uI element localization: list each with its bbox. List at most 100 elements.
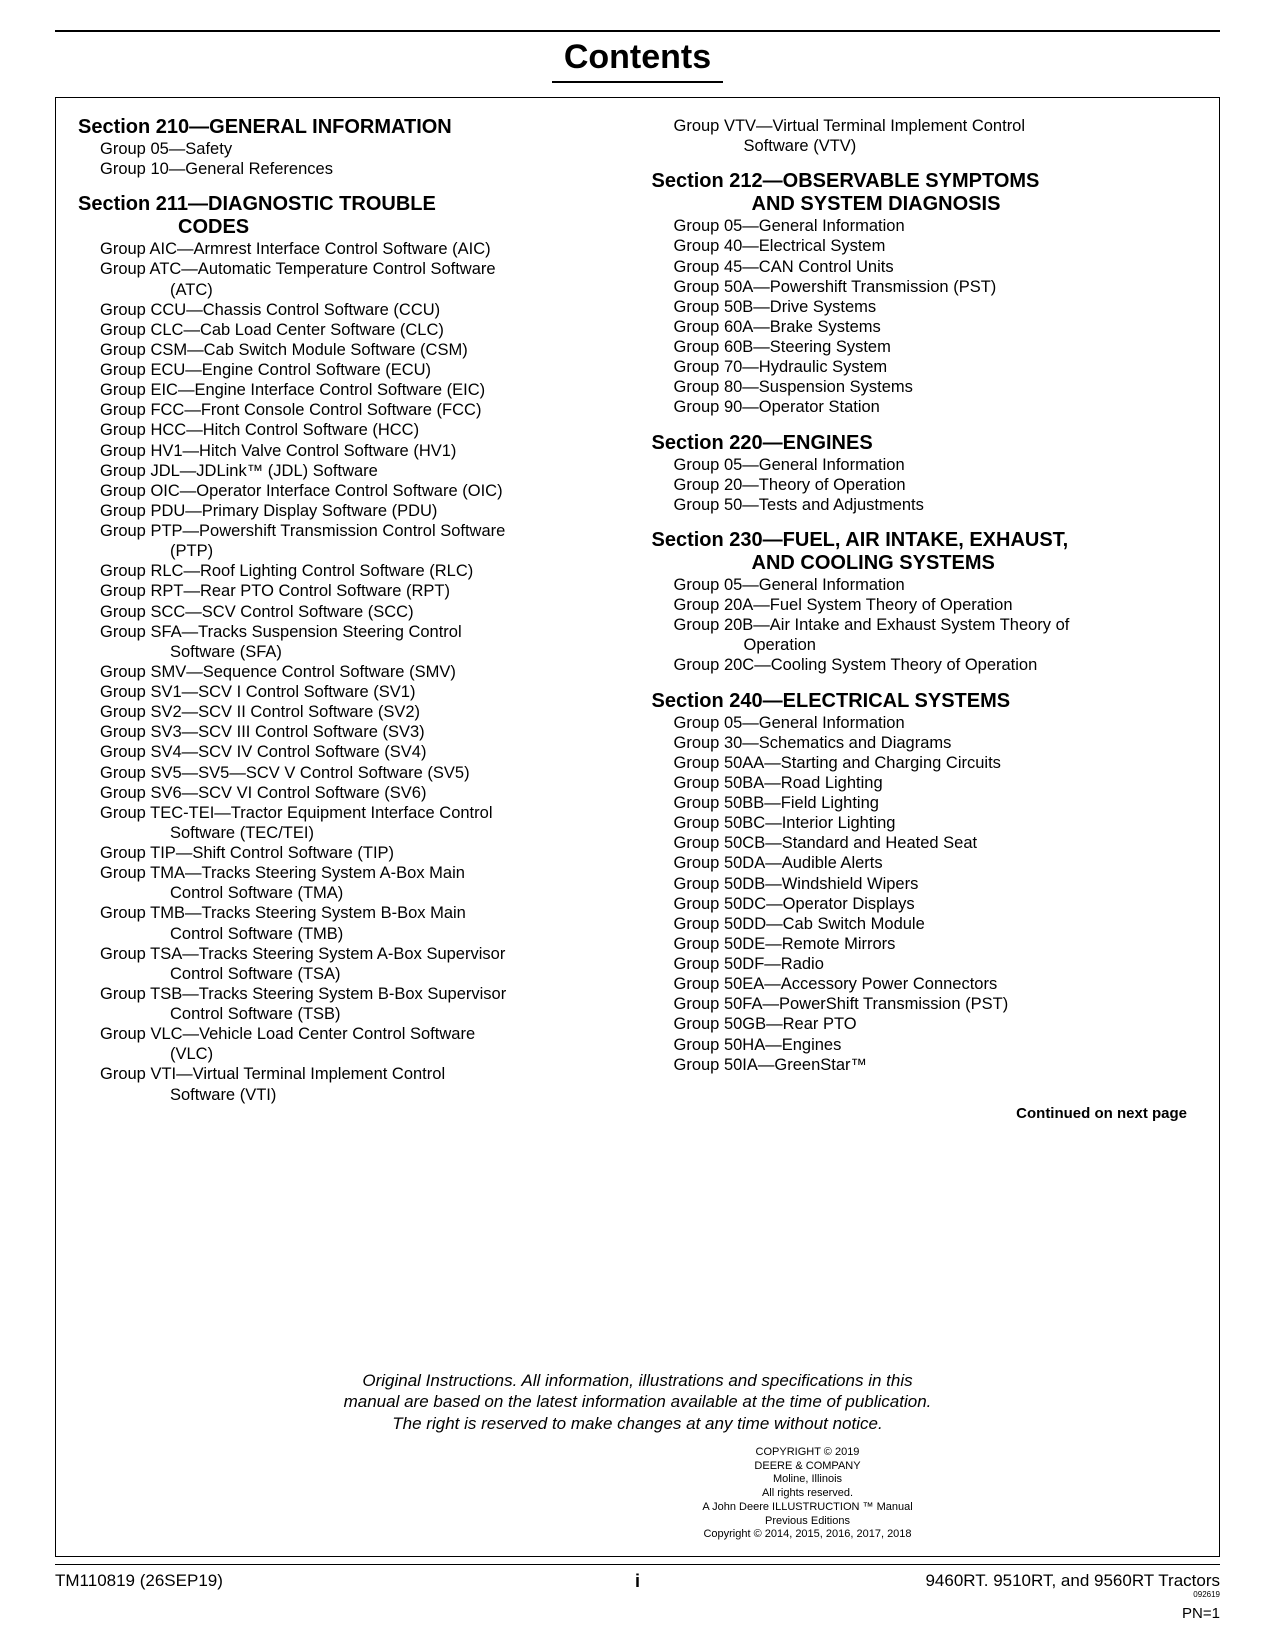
section-210-head: Section 210—GENERAL INFORMATION: [78, 116, 624, 139]
footer-right-tiny: 092619: [925, 1591, 1220, 1599]
copyright-line: Previous Editions: [396, 1515, 1219, 1529]
group-line: Group 10—General References: [78, 159, 624, 179]
group-line: Group RPT—Rear PTO Control Software (RPT…: [78, 581, 624, 601]
group-line: Group 20—Theory of Operation: [652, 475, 1198, 495]
group-line: Group 20C—Cooling System Theory of Opera…: [652, 655, 1198, 675]
group-line: Group VTI—Virtual Terminal Implement Con…: [78, 1064, 624, 1084]
group-line: Group 50HA—Engines: [652, 1035, 1198, 1055]
top-rule: [55, 30, 1220, 32]
group-line: Control Software (TSA): [78, 964, 624, 984]
group-line: Group PTP—Powershift Transmission Contro…: [78, 521, 624, 541]
group-line: Group ATC—Automatic Temperature Control …: [78, 259, 624, 279]
group-line: Group TIP—Shift Control Software (TIP): [78, 843, 624, 863]
footer-right: 9460RT. 9510RT, and 9560RT Tractors 0926…: [925, 1571, 1220, 1622]
group-line: Group EIC—Engine Interface Control Softw…: [78, 380, 624, 400]
copyright-line: All rights reserved.: [396, 1487, 1219, 1501]
footer-right-main: 9460RT. 9510RT, and 9560RT Tractors: [925, 1571, 1220, 1590]
group-line: Group 50EA—Accessory Power Connectors: [652, 974, 1198, 994]
group-line: (ATC): [78, 280, 624, 300]
group-line: Group 50DA—Audible Alerts: [652, 853, 1198, 873]
group-line: Group 50BC—Interior Lighting: [652, 813, 1198, 833]
group-line: Group TEC-TEI—Tractor Equipment Interfac…: [78, 803, 624, 823]
group-line: Group 05—General Information: [652, 216, 1198, 236]
footer-right-pn: PN=1: [925, 1605, 1220, 1622]
title-wrap: Contents: [55, 38, 1220, 83]
group-line: Group 50BA—Road Lighting: [652, 773, 1198, 793]
section-212-head-l2: AND SYSTEM DIAGNOSIS: [652, 193, 1198, 216]
group-line: Group OIC—Operator Interface Control Sof…: [78, 481, 624, 501]
group-line: Software (SFA): [78, 642, 624, 662]
group-line: Group 50FA—PowerShift Transmission (PST): [652, 994, 1198, 1014]
group-line: Group 50BB—Field Lighting: [652, 793, 1198, 813]
group-line: Group SMV—Sequence Control Software (SMV…: [78, 662, 624, 682]
group-line: Group AIC—Armrest Interface Control Soft…: [78, 239, 624, 259]
group-line: Group 70—Hydraulic System: [652, 357, 1198, 377]
footer: TM110819 (26SEP19) i 9460RT. 9510RT, and…: [55, 1564, 1220, 1622]
group-line: Group 20A—Fuel System Theory of Operatio…: [652, 595, 1198, 615]
section-211-head-l2: CODES: [78, 216, 624, 239]
footer-left: TM110819 (26SEP19): [55, 1571, 223, 1591]
group-line: Group ECU—Engine Control Software (ECU): [78, 360, 624, 380]
group-line: Group 50B—Drive Systems: [652, 297, 1198, 317]
copyright-line: COPYRIGHT © 2019: [396, 1446, 1219, 1460]
group-line: Group 50A—Powershift Transmission (PST): [652, 277, 1198, 297]
group-line: Group 50—Tests and Adjustments: [652, 495, 1198, 515]
group-line: Group TMB—Tracks Steering System B-Box M…: [78, 903, 624, 923]
group-line: Group TSB—Tracks Steering System B-Box S…: [78, 984, 624, 1004]
right-column: Group VTV—Virtual Terminal Implement Con…: [652, 116, 1198, 1122]
section-211-head: Section 211—DIAGNOSTIC TROUBLE CODES: [78, 193, 624, 239]
group-line: Group 45—CAN Control Units: [652, 257, 1198, 277]
group-line: Control Software (TMA): [78, 883, 624, 903]
legal-l1: Original Instructions. All information, …: [362, 1371, 912, 1390]
group-line: Group 50DC—Operator Displays: [652, 894, 1198, 914]
section-212-head: Section 212—OBSERVABLE SYMPTOMS AND SYST…: [652, 170, 1198, 216]
legal-text: Original Instructions. All information, …: [56, 1370, 1219, 1434]
group-line: Group 90—Operator Station: [652, 397, 1198, 417]
group-line: Group 30—Schematics and Diagrams: [652, 733, 1198, 753]
group-line: Group HCC—Hitch Control Software (HCC): [78, 420, 624, 440]
copyright-line: Moline, Illinois: [396, 1473, 1219, 1487]
group-line: Group 60A—Brake Systems: [652, 317, 1198, 337]
group-line: Group SFA—Tracks Suspension Steering Con…: [78, 622, 624, 642]
group-line: Control Software (TSB): [78, 1004, 624, 1024]
group-line: Group 05—General Information: [652, 575, 1198, 595]
group-line: Group SV4—SCV IV Control Software (SV4): [78, 742, 624, 762]
group-line: Group 50AA—Starting and Charging Circuit…: [652, 753, 1198, 773]
group-line: Group RLC—Roof Lighting Control Software…: [78, 561, 624, 581]
section-211-head-l1: Section 211—DIAGNOSTIC TROUBLE: [78, 193, 436, 215]
group-line: Group SV2—SCV II Control Software (SV2): [78, 702, 624, 722]
section-230-head-l2: AND COOLING SYSTEMS: [652, 552, 1198, 575]
columns: Section 210—GENERAL INFORMATION Group 05…: [78, 116, 1197, 1122]
group-line: Group SV1—SCV I Control Software (SV1): [78, 682, 624, 702]
group-line: Group CSM—Cab Switch Module Software (CS…: [78, 340, 624, 360]
copyright-line: DEERE & COMPANY: [396, 1460, 1219, 1474]
group-line: Group 50DF—Radio: [652, 954, 1198, 974]
group-line: Group TSA—Tracks Steering System A-Box S…: [78, 944, 624, 964]
legal-l2: manual are based on the latest informati…: [344, 1392, 932, 1411]
group-line: Group CLC—Cab Load Center Software (CLC): [78, 320, 624, 340]
group-line: Group 50DD—Cab Switch Module: [652, 914, 1198, 934]
continued-label: Continued on next page: [652, 1105, 1188, 1122]
group-line: Software (VTI): [78, 1085, 624, 1105]
group-line: Group FCC—Front Console Control Software…: [78, 400, 624, 420]
group-line: Group 40—Electrical System: [652, 236, 1198, 256]
group-line: Group PDU—Primary Display Software (PDU): [78, 501, 624, 521]
group-line: (VLC): [78, 1044, 624, 1064]
group-line: Group 20B—Air Intake and Exhaust System …: [652, 615, 1198, 635]
group-line: Group 50IA—GreenStar™: [652, 1055, 1198, 1075]
group-line: Group 05—General Information: [652, 455, 1198, 475]
group-line: Group SCC—SCV Control Software (SCC): [78, 602, 624, 622]
section-212-head-l1: Section 212—OBSERVABLE SYMPTOMS: [652, 170, 1040, 192]
section-240-head: Section 240—ELECTRICAL SYSTEMS: [652, 690, 1198, 713]
left-column: Section 210—GENERAL INFORMATION Group 05…: [78, 116, 624, 1122]
section-220-head: Section 220—ENGINES: [652, 432, 1198, 455]
group-line: Control Software (TMB): [78, 924, 624, 944]
group-line: Group 60B—Steering System: [652, 337, 1198, 357]
group-line: Group CCU—Chassis Control Software (CCU): [78, 300, 624, 320]
footer-center: i: [635, 1571, 640, 1592]
group-line: Group 05—General Information: [652, 713, 1198, 733]
legal-l3: The right is reserved to make changes at…: [392, 1414, 882, 1433]
group-line: Group JDL—JDLink™ (JDL) Software: [78, 461, 624, 481]
group-line: Group VTV—Virtual Terminal Implement Con…: [652, 116, 1198, 136]
group-line: Group 50CB—Standard and Heated Seat: [652, 833, 1198, 853]
